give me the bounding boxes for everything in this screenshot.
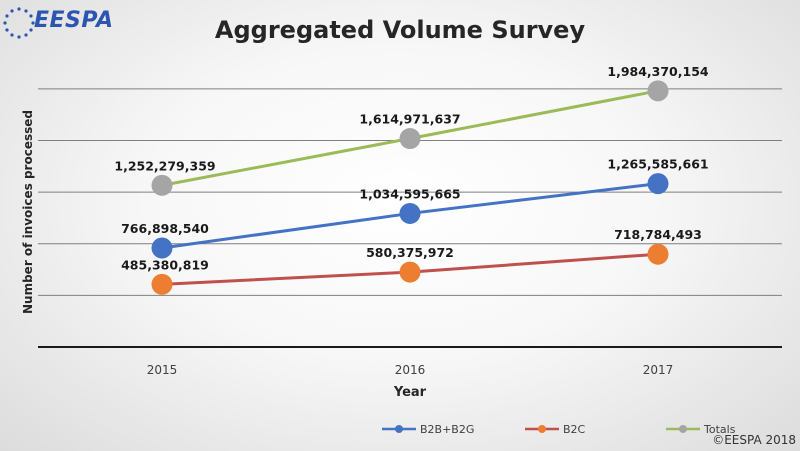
- legend-label-b2b-b2g: B2B+B2G: [420, 423, 474, 436]
- data-point-b2c: [647, 243, 669, 265]
- legend-label-b2c: B2C: [563, 423, 586, 436]
- data-point-b2b-b2g: [647, 173, 669, 195]
- x-tick-label: 2017: [643, 363, 674, 377]
- data-label-b2c: 580,375,972: [366, 245, 454, 260]
- data-label-totals: 1,252,279,359: [114, 158, 215, 173]
- data-label-b2c: 485,380,819: [121, 257, 209, 272]
- x-tick-label: 2016: [395, 363, 426, 377]
- data-label-b2c: 718,784,493: [614, 227, 702, 242]
- eespa-logo: EESPA: [2, 2, 114, 42]
- data-label-totals: 1,614,971,637: [359, 112, 460, 127]
- series-group: [151, 80, 669, 295]
- legend-marker-totals: [679, 425, 687, 433]
- data-point-totals: [647, 80, 669, 102]
- legend: B2B+B2G B2C Totals: [382, 423, 736, 436]
- legend-label-totals: Totals: [703, 423, 736, 436]
- x-tick-label: 2015: [147, 363, 178, 377]
- data-label-totals: 1,984,370,154: [607, 64, 709, 79]
- chart-title: Aggregated Volume Survey: [214, 16, 586, 44]
- data-point-b2c: [399, 261, 421, 283]
- data-point-b2c: [151, 273, 173, 295]
- data-label-b2b-b2g: 766,898,540: [121, 221, 209, 236]
- data-label-b2b-b2g: 1,034,595,665: [359, 186, 460, 201]
- logo-text: EESPA: [34, 8, 114, 33]
- x-tick-labels: 2015 2016 2017: [147, 363, 674, 377]
- x-axis-title: Year: [393, 385, 427, 400]
- copyright-text: ©EESPA 2018: [712, 433, 796, 447]
- data-point-totals: [151, 174, 173, 196]
- eu-stars-icon: [3, 7, 35, 39]
- data-point-b2b-b2g: [399, 202, 421, 224]
- data-point-b2b-b2g: [151, 237, 173, 259]
- data-point-totals: [399, 128, 421, 150]
- legend-marker-b2b-b2g: [395, 425, 403, 433]
- legend-marker-b2c: [538, 425, 546, 433]
- data-label-b2b-b2g: 1,265,585,661: [607, 157, 708, 172]
- data-labels: 766,898,540 1,034,595,665 1,265,585,661 485…: [114, 64, 709, 273]
